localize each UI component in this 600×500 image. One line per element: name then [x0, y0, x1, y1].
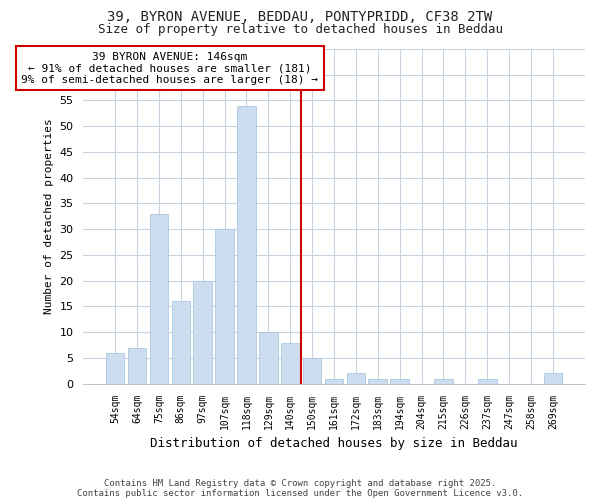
- Bar: [368, 378, 387, 384]
- Bar: [259, 332, 278, 384]
- Bar: [325, 378, 343, 384]
- Bar: [172, 302, 190, 384]
- Bar: [215, 229, 234, 384]
- Y-axis label: Number of detached properties: Number of detached properties: [44, 118, 53, 314]
- Bar: [281, 342, 299, 384]
- Bar: [347, 374, 365, 384]
- Text: Size of property relative to detached houses in Beddau: Size of property relative to detached ho…: [97, 22, 503, 36]
- Bar: [193, 280, 212, 384]
- Text: Contains HM Land Registry data © Crown copyright and database right 2025.: Contains HM Land Registry data © Crown c…: [104, 478, 496, 488]
- Bar: [544, 374, 562, 384]
- Bar: [149, 214, 168, 384]
- X-axis label: Distribution of detached houses by size in Beddau: Distribution of detached houses by size …: [150, 437, 518, 450]
- Text: 39, BYRON AVENUE, BEDDAU, PONTYPRIDD, CF38 2TW: 39, BYRON AVENUE, BEDDAU, PONTYPRIDD, CF…: [107, 10, 493, 24]
- Bar: [434, 378, 453, 384]
- Bar: [391, 378, 409, 384]
- Text: 39 BYRON AVENUE: 146sqm
← 91% of detached houses are smaller (181)
9% of semi-de: 39 BYRON AVENUE: 146sqm ← 91% of detache…: [22, 52, 319, 85]
- Bar: [106, 353, 124, 384]
- Bar: [303, 358, 322, 384]
- Bar: [128, 348, 146, 384]
- Bar: [237, 106, 256, 384]
- Bar: [478, 378, 497, 384]
- Text: Contains public sector information licensed under the Open Government Licence v3: Contains public sector information licen…: [77, 488, 523, 498]
